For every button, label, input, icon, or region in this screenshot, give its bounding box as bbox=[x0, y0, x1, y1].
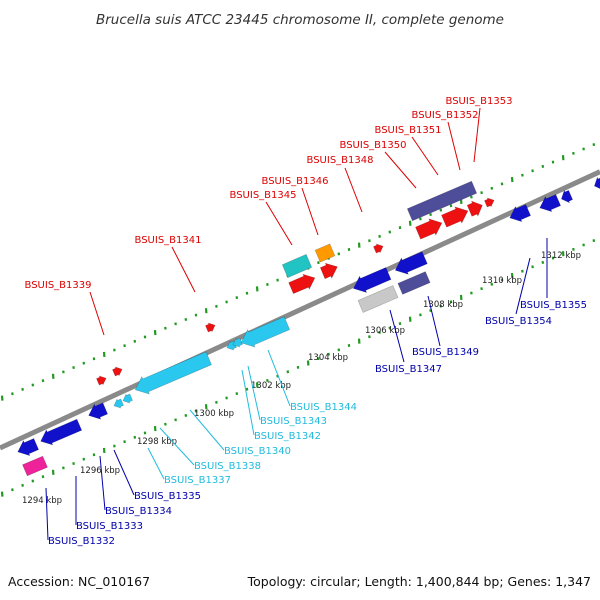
label-layer: 1294 kbp 1296 kbp 1298 kbp 1300 kbp 1302 kbp… bbox=[22, 96, 587, 547]
gene-b1339-arrow bbox=[96, 375, 107, 386]
label-b1343-leader bbox=[247, 365, 261, 421]
label-b1353: BSUIS_B1353 bbox=[446, 96, 513, 107]
gene-b1334-arrow bbox=[88, 402, 108, 420]
gene-b1349-arrow bbox=[394, 251, 428, 275]
label-b1344: BSUIS_B1344 bbox=[290, 402, 357, 413]
gene-b1355b-arrow bbox=[561, 189, 573, 204]
gene-b1355-arrow bbox=[539, 194, 561, 213]
gene-b1337-arrow bbox=[113, 398, 124, 409]
map-title: Brucella suis ATCC 23445 chromosome II, … bbox=[96, 12, 504, 28]
label-b1347: BSUIS_B1347 bbox=[375, 364, 442, 375]
gene-b1333-arrow bbox=[40, 418, 83, 446]
gene-b1350-box bbox=[406, 180, 478, 222]
gene-b1335-box bbox=[22, 455, 48, 477]
gene-b1352-arrow bbox=[466, 200, 483, 217]
label-b1341: BSUIS_B1341 bbox=[135, 235, 202, 246]
gene-b1344-arrow bbox=[240, 316, 291, 348]
gene-b1345-box bbox=[281, 254, 313, 278]
gene-b1348-arrow bbox=[373, 243, 384, 254]
scale-label: 1294 kbp bbox=[22, 496, 62, 506]
label-b1335-leader bbox=[113, 449, 135, 496]
gene-b1340-arrow bbox=[134, 351, 212, 395]
gene-b1347b-box bbox=[357, 285, 399, 313]
label-b1342: BSUIS_B1342 bbox=[254, 431, 321, 442]
label-b1340-leader bbox=[189, 409, 225, 451]
label-b1346: BSUIS_B1346 bbox=[262, 176, 329, 187]
label-b1333: BSUIS_B1333 bbox=[76, 521, 143, 532]
label-b1337: BSUIS_B1337 bbox=[164, 475, 231, 486]
gene-edge-arrow bbox=[594, 176, 600, 189]
label-b1342-leader bbox=[241, 369, 255, 436]
gene-b1349b-box bbox=[397, 271, 431, 295]
scale-label: 1304 kbp bbox=[308, 353, 348, 363]
label-b1354-leader bbox=[515, 257, 531, 315]
gene-b1346-box bbox=[314, 243, 336, 263]
label-b1343: BSUIS_B1343 bbox=[260, 416, 327, 427]
gene-b1345b-arrow bbox=[288, 273, 316, 294]
label-b1348: BSUIS_B1348 bbox=[307, 155, 374, 166]
label-b1334-leader bbox=[99, 455, 106, 511]
label-b1341-leader bbox=[171, 246, 196, 293]
label-b1346-leader bbox=[301, 187, 319, 236]
gene-b1347-arrow bbox=[353, 267, 392, 293]
label-b1345: BSUIS_B1345 bbox=[230, 190, 297, 201]
gene-b1346b-arrow bbox=[319, 262, 338, 280]
label-b1332-leader bbox=[45, 487, 49, 541]
label-b1355: BSUIS_B1355 bbox=[520, 300, 587, 311]
label-b1347-leader bbox=[389, 309, 405, 363]
topology-summary: Topology: circular; Length: 1,400,844 bp… bbox=[247, 574, 591, 589]
scale-label: 1298 kbp bbox=[137, 437, 177, 447]
label-b1349-leader bbox=[427, 295, 441, 347]
label-b1351-leader bbox=[411, 136, 439, 176]
scale-label: 1308 kbp bbox=[423, 300, 463, 310]
gene-b1350b-arrow bbox=[415, 218, 443, 240]
label-b1337-leader bbox=[147, 447, 165, 480]
label-b1352: BSUIS_B1352 bbox=[412, 110, 479, 121]
label-b1349: BSUIS_B1349 bbox=[412, 347, 479, 358]
gene-b1354-arrow bbox=[509, 204, 531, 223]
gene-b1351-arrow bbox=[441, 206, 469, 228]
gene-b1338-arrow bbox=[122, 393, 133, 404]
label-b1351: BSUIS_B1351 bbox=[375, 125, 442, 136]
label-b1332: BSUIS_B1332 bbox=[48, 536, 115, 547]
label-b1340: BSUIS_B1340 bbox=[224, 446, 291, 457]
accession-text: Accession: NC_010167 bbox=[8, 574, 150, 589]
scale-label: 1296 kbp bbox=[80, 466, 120, 476]
gene-b1341-arrow bbox=[205, 322, 216, 333]
label-b1354: BSUIS_B1354 bbox=[485, 316, 552, 327]
label-b1350-leader bbox=[384, 151, 417, 189]
label-b1334: BSUIS_B1334 bbox=[105, 506, 172, 517]
label-b1348-leader bbox=[344, 167, 363, 213]
feature-layer bbox=[17, 176, 600, 477]
scale-label: 1310 kbp bbox=[482, 276, 522, 286]
label-b1338-leader bbox=[159, 427, 195, 466]
scale-label: 1306 kbp bbox=[365, 326, 405, 336]
gene-b1353-arrow bbox=[484, 197, 495, 208]
gene-b1339b-arrow bbox=[112, 366, 123, 377]
track-layer bbox=[0, 143, 600, 497]
scale-label: 1302 kbp bbox=[251, 381, 291, 391]
label-b1352-leader bbox=[447, 121, 461, 171]
label-b1350: BSUIS_B1350 bbox=[340, 140, 407, 151]
label-b1353-leader bbox=[473, 107, 481, 163]
scale-label: 1300 kbp bbox=[194, 409, 234, 419]
label-b1335: BSUIS_B1335 bbox=[134, 491, 201, 502]
label-b1344-leader bbox=[267, 349, 291, 407]
scale-label: 1312 kbp bbox=[541, 251, 581, 261]
chromosome-backbone bbox=[0, 169, 600, 451]
label-b1339: BSUIS_B1339 bbox=[25, 280, 92, 291]
label-b1345-leader bbox=[265, 201, 293, 246]
label-b1338: BSUIS_B1338 bbox=[194, 461, 261, 472]
gene-b1332-arrow bbox=[17, 438, 39, 457]
gene-b1343-arrow bbox=[232, 337, 243, 348]
label-b1339-leader bbox=[89, 291, 105, 336]
